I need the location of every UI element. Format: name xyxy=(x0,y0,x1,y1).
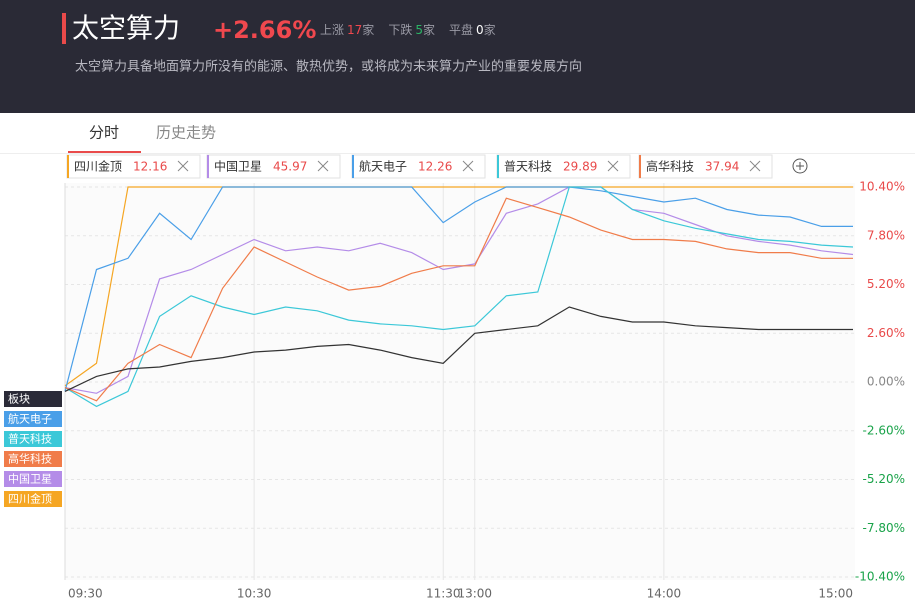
chip-color xyxy=(207,155,209,178)
legend-box xyxy=(4,471,62,487)
chip-color xyxy=(639,155,641,178)
tab[interactable]: 分时 xyxy=(89,124,119,142)
stat-count: 0 xyxy=(476,23,484,37)
series-line xyxy=(64,186,854,408)
x-tick-label: 13:00 xyxy=(457,587,492,601)
legend-label: 航天电子 xyxy=(8,412,52,426)
sector-stats: 上涨 17家 下跌 5家 平盘 0家 xyxy=(320,22,496,37)
series-line xyxy=(64,186,853,392)
stat-label: 下跌 xyxy=(388,22,412,37)
y-tick-label: -10.40% xyxy=(855,570,905,584)
legend-box xyxy=(4,391,62,407)
stat-count: 17 xyxy=(347,23,362,37)
chip-price: 12.26 xyxy=(418,160,452,174)
stat-label: 平盘 xyxy=(449,22,473,37)
x-tick-label: 11:30 xyxy=(426,587,461,601)
chip-price: 45.97 xyxy=(273,160,307,174)
chip-close[interactable] xyxy=(607,160,619,172)
chip-name: 航天电子 xyxy=(359,159,407,174)
chip-color xyxy=(497,155,499,178)
legend-box xyxy=(4,431,62,447)
chip-close[interactable] xyxy=(177,160,189,172)
legend-label: 板块 xyxy=(8,392,30,406)
chip-color xyxy=(352,155,354,178)
stat-unit: 家 xyxy=(423,22,435,37)
chip-name: 四川金顶 xyxy=(74,159,122,174)
series-line xyxy=(64,197,853,402)
chip-price: 37.94 xyxy=(705,160,739,174)
x-tick-label: 10:30 xyxy=(237,587,272,601)
series-line xyxy=(64,306,853,392)
y-tick-label: 2.60% xyxy=(867,326,905,340)
y-tick-label: -7.80% xyxy=(863,521,905,535)
legend-label: 普天科技 xyxy=(8,432,52,446)
stat-label: 上涨 xyxy=(320,22,344,37)
chip-close[interactable] xyxy=(317,160,329,172)
y-tick-label: 0.00% xyxy=(867,375,905,389)
stat-unit: 家 xyxy=(362,22,374,37)
chip-price: 29.89 xyxy=(563,160,597,174)
chip-price: 12.16 xyxy=(133,160,167,174)
add-icon xyxy=(796,162,804,170)
chip-name: 中国卫星 xyxy=(214,159,262,174)
legend-box xyxy=(4,451,62,467)
y-tick-label: 7.80% xyxy=(867,228,905,242)
series-line xyxy=(64,186,854,394)
x-tick-label: 15:00 xyxy=(818,587,853,601)
tab[interactable]: 历史走势 xyxy=(156,124,216,142)
chip-color xyxy=(67,155,69,178)
sector-change: +2.66% xyxy=(213,16,316,44)
chip-name: 高华科技 xyxy=(646,159,694,174)
legend-label: 四川金顶 xyxy=(8,492,52,506)
plot-bg xyxy=(65,183,855,580)
legend-label: 中国卫星 xyxy=(8,473,52,486)
chip-close[interactable] xyxy=(462,160,474,172)
tab-underline xyxy=(68,151,141,153)
header-accent xyxy=(62,13,66,44)
divider xyxy=(0,153,915,154)
header-bg xyxy=(0,0,915,113)
x-tick-label: 14:00 xyxy=(647,587,682,601)
sector-description: 太空算力具备地面算力所没有的能源、散热优势，或将成为未来算力产业的重要发展方向 xyxy=(75,59,582,75)
sector-title: 太空算力 xyxy=(72,14,180,45)
y-tick-label: 5.20% xyxy=(867,277,905,291)
add-button[interactable] xyxy=(792,158,808,174)
stat-unit: 家 xyxy=(484,22,496,37)
y-tick-label: -2.60% xyxy=(863,423,905,437)
chip-close[interactable] xyxy=(749,160,761,172)
chip-name: 普天科技 xyxy=(504,160,552,174)
stat-count: 5 xyxy=(415,23,423,37)
x-tick-label: 09:30 xyxy=(68,587,103,601)
series-line xyxy=(64,186,853,387)
y-tick-label: -5.20% xyxy=(863,472,905,486)
legend-box xyxy=(4,491,62,507)
y-tick-label: 10.40% xyxy=(859,180,905,194)
legend-label: 高华科技 xyxy=(8,452,52,466)
legend-box xyxy=(4,411,62,427)
